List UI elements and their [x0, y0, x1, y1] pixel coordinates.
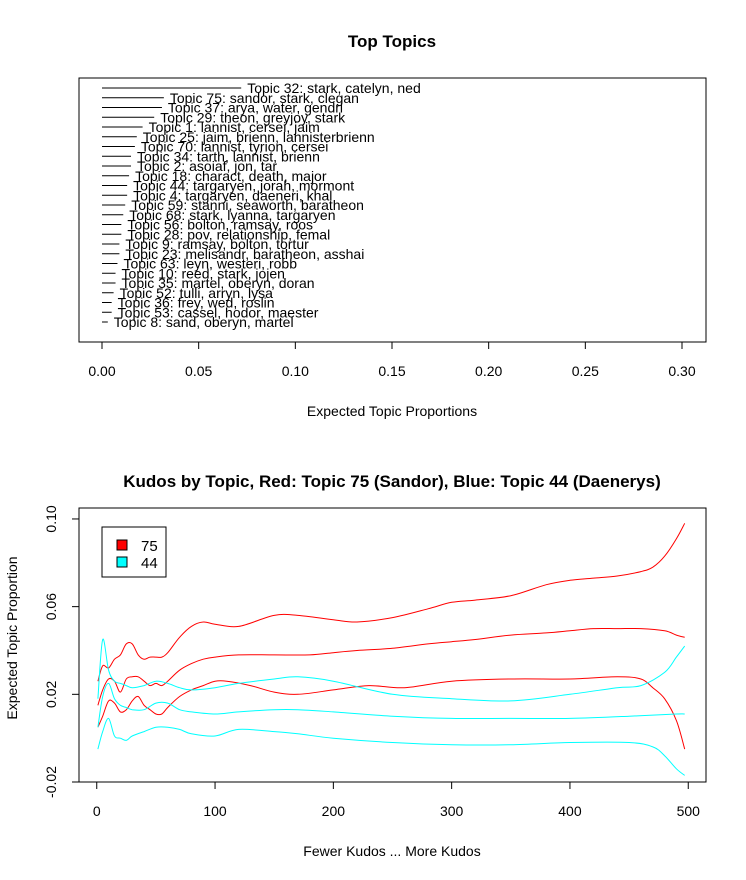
top-x-tick-label: 0.05	[185, 363, 212, 379]
topic-label: Topic 44: targaryen, jorah, mormont	[133, 178, 354, 194]
topic-label: Topic 4: targaryen, daeneri, khal	[133, 187, 332, 203]
bottom-x-tick-label: 500	[677, 803, 701, 819]
topic-label: Topic 56: bolton, ramsay, roos	[127, 217, 313, 233]
topic-label: Topic 70: lannist, tyrion, cersei	[141, 139, 329, 155]
bottom-y-tick-label: -0.02	[43, 766, 59, 798]
topic-label: Topic 2: asoiaf, jon, tar	[137, 158, 277, 174]
topic-label: Topic 36: frey, wed, roslin	[118, 295, 275, 311]
topic-44-upper-line	[97, 638, 686, 702]
topic-75-lower-line	[97, 676, 686, 750]
topic-label: Topic 59: stanni, seaworth, baratheon	[131, 197, 364, 213]
topic-label: Topic 9: ramsay, bolton, tortur	[125, 236, 309, 252]
legend-label-75: 75	[141, 538, 158, 555]
topic-44-lower-line	[97, 717, 686, 776]
top-x-tick-label: 0.25	[572, 363, 599, 379]
topic-label: Topic 28: pov, relationship, femal	[127, 226, 330, 242]
legend-swatch-cyan	[116, 556, 128, 568]
topic-label: Topic 23: melisandr, baratheon, asshai	[125, 246, 364, 262]
topic-label: Topic 37: arya, water, gendri	[168, 100, 343, 116]
topic-label: Topic 63: leyn, westeri, robb	[123, 256, 297, 272]
topic-label: Topic 8: sand, oberyn, martel	[114, 314, 294, 330]
top-x-tick-label: 0.30	[668, 363, 695, 379]
kudos-series	[97, 523, 686, 776]
kudos-chart: Kudos by Topic, Red: Topic 75 (Sandor), …	[4, 472, 707, 859]
topic-label: Topic 1: lannist, cersei, jaim	[149, 119, 320, 135]
topic-label: Topic 29: theon, greyjoy, stark	[160, 109, 346, 125]
legend-box	[101, 526, 167, 578]
bottom-x-axis-label: Fewer Kudos ... More Kudos	[303, 843, 480, 859]
topic-label: Topic 34: tarth, lannist, brienn	[137, 148, 320, 164]
topic-label: Topic 75: sandor, stark, clegan	[170, 90, 359, 106]
bottom-x-axis: 0 100 200 300 400 500	[93, 781, 701, 819]
top-x-tick-label: 0.10	[282, 363, 309, 379]
topic-label: Topic 52: tulli, arryn, lysa	[120, 285, 273, 301]
topic-44-mean-line	[97, 682, 685, 728]
topic-label: Topic 25: jaim, brienn, lannisterbrienn	[143, 129, 375, 145]
legend: 75 44	[101, 526, 167, 578]
topic-label: Topic 18: charact, death, major	[135, 168, 327, 184]
bottom-y-tick-label: 0.10	[43, 505, 59, 532]
topic-label: Topic 68: stark, lyanna, targaryen	[129, 207, 335, 223]
bottom-chart-title: Kudos by Topic, Red: Topic 75 (Sandor), …	[123, 472, 660, 491]
bottom-x-tick-label: 0	[93, 803, 101, 819]
top-topics-chart: Top Topics Topic 32: stark, catelyn, ned…	[78, 32, 707, 419]
top-x-axis: 0.00 0.05 0.10 0.15 0.20 0.25 0.30	[88, 341, 696, 379]
bottom-x-tick-label: 400	[558, 803, 582, 819]
topic-label: Topic 35: martel, oberyn, doran	[122, 275, 315, 291]
bottom-x-tick-label: 100	[203, 803, 227, 819]
topic-75-upper-line	[97, 523, 686, 682]
bottom-y-tick-label: 0.06	[43, 593, 59, 620]
top-x-tick-label: 0.00	[88, 363, 115, 379]
bottom-y-tick-label: 0.02	[43, 680, 59, 707]
bottom-y-axis: -0.02 0.02 0.06 0.10	[43, 505, 80, 798]
top-x-axis-label: Expected Topic Proportions	[307, 403, 477, 419]
top-chart-title: Top Topics	[348, 32, 436, 51]
legend-label-44: 44	[141, 555, 158, 572]
legend-swatch-red	[116, 539, 128, 551]
topic-label: Topic 32: stark, catelyn, ned	[247, 80, 421, 96]
bottom-y-axis-label: Expected Topic Proportion	[4, 556, 20, 719]
bottom-x-tick-label: 300	[440, 803, 464, 819]
topic-75-mean-line	[97, 627, 685, 706]
top-x-tick-label: 0.15	[378, 363, 405, 379]
top-x-tick-label: 0.20	[475, 363, 502, 379]
topic-label: Topic 53: cassel, hodor, maester	[118, 304, 319, 320]
topic-label: Topic 10: reed, stark, jojen	[122, 265, 285, 281]
bottom-x-tick-label: 200	[322, 803, 346, 819]
